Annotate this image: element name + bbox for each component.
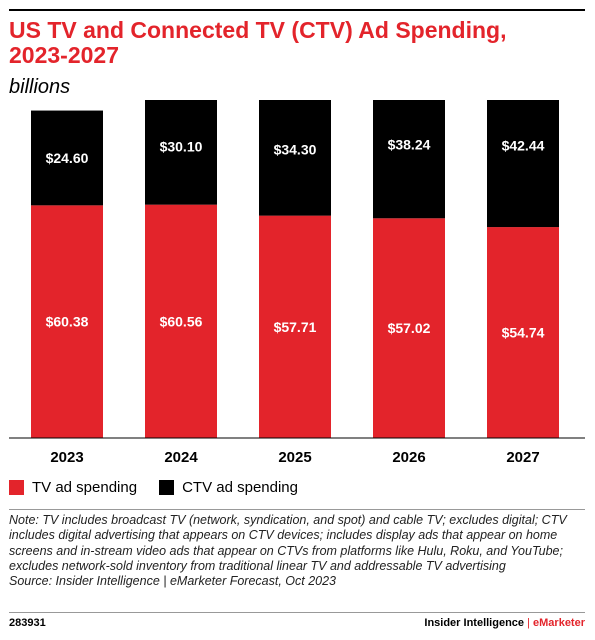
bar-ctv-2023 [31, 110, 103, 206]
x-tick-2026: 2026 [392, 449, 425, 466]
bar-tv-2024 [145, 204, 217, 438]
data-label-tv-2026: $57.02 [388, 320, 431, 336]
note-text: Note: TV includes broadcast TV (network,… [9, 513, 567, 573]
chart-subtitle: billions [9, 76, 71, 98]
legend-label-ctv: CTV ad spending [182, 478, 298, 496]
bar-tv-2026 [373, 218, 445, 438]
bar-ctv-2027 [487, 100, 559, 228]
brand-right: eMarketer [533, 617, 585, 629]
bar-ctv-2024 [145, 100, 217, 205]
footer-divider [9, 612, 585, 613]
footer: 283931 Insider Intelligence | eMarketer [9, 617, 585, 629]
source-text: Source: Insider Intelligence | eMarketer… [9, 574, 337, 589]
notes: Note: TV includes broadcast TV (network,… [9, 513, 585, 589]
brand: Insider Intelligence | eMarketer [424, 617, 585, 629]
bar-ctv-2026 [373, 100, 445, 219]
data-label-tv-2027: $54.74 [502, 325, 545, 341]
x-tick-2025: 2025 [278, 449, 311, 466]
x-tick-2027: 2027 [506, 449, 539, 466]
stacked-bar-chart: $60.38 $24.60 2023 $60.56 $30.10 2024 $57.71 $3… [9, 100, 585, 466]
legend-swatch-tv [9, 479, 24, 495]
data-label-ctv-2026: $38.24 [388, 137, 431, 153]
data-label-ctv-2025: $34.30 [274, 142, 317, 158]
data-label-ctv-2024: $30.10 [160, 139, 203, 155]
legend-item-tv: TV ad spending [9, 479, 137, 496]
legend: TV ad spending CTV ad spending [9, 476, 320, 498]
x-tick-2023: 2023 [50, 449, 83, 466]
note-divider [9, 509, 585, 510]
legend-item-ctv: CTV ad spending [159, 479, 298, 496]
bar-tv-2027 [487, 227, 559, 438]
bar-tv-2023 [31, 205, 103, 438]
bar-tv-2025 [259, 215, 331, 438]
data-label-tv-2024: $60.56 [160, 313, 203, 329]
chart-id: 283931 [9, 617, 46, 629]
data-label-ctv-2027: $42.44 [502, 137, 545, 153]
brand-left: Insider Intelligence [424, 617, 525, 629]
x-tick-2024: 2024 [164, 449, 198, 466]
chart-title: US TV and Connected TV (CTV) Ad Spending… [9, 17, 507, 68]
brand-separator: | [527, 617, 530, 629]
legend-label-tv: TV ad spending [32, 478, 138, 496]
data-label-tv-2023: $60.38 [46, 314, 89, 330]
bar-ctv-2025 [259, 100, 331, 216]
top-rule [9, 9, 585, 11]
legend-swatch-ctv [159, 479, 175, 495]
data-label-ctv-2023: $24.60 [46, 150, 89, 166]
data-label-tv-2025: $57.71 [274, 319, 317, 335]
